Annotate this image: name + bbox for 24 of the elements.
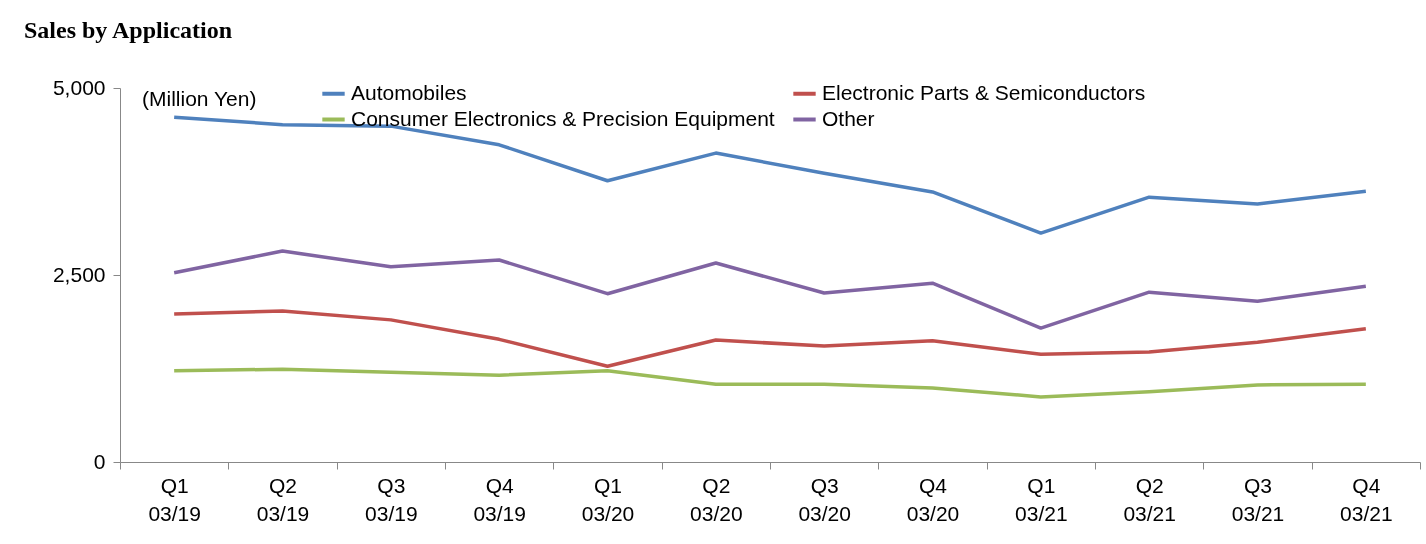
line-series bbox=[172, 367, 1368, 399]
legend-label: Electronic Parts & Semiconductors bbox=[822, 80, 1146, 104]
legend-label: Consumer Electronics & Precision Equipment bbox=[351, 106, 775, 130]
y-tick-label: 2,500 bbox=[52, 262, 106, 286]
legend-label: Automobiles bbox=[351, 80, 467, 104]
y-tick-label: 0 bbox=[93, 449, 106, 473]
x-tick-label: Q4 03/19 bbox=[473, 473, 526, 525]
x-tick-label: Q1 03/21 bbox=[1015, 473, 1068, 525]
line-series bbox=[172, 309, 1368, 369]
x-tick-label: Q2 03/21 bbox=[1123, 473, 1176, 525]
x-tick-label: Q2 03/20 bbox=[690, 473, 743, 525]
x-tick-label: Q4 03/20 bbox=[906, 473, 960, 525]
x-tick-label: Q4 03/21 bbox=[1340, 473, 1393, 525]
x-tick-label: Q2 03/19 bbox=[256, 473, 310, 525]
annotation: (Million Yen) bbox=[142, 87, 257, 110]
x-tick-label: Q3 03/21 bbox=[1231, 473, 1285, 525]
chart-title: Sales by Application bbox=[24, 17, 233, 43]
x-tick-label: Q3 03/19 bbox=[365, 473, 418, 525]
x-tick-label: Q1 03/20 bbox=[581, 473, 635, 525]
y-tick-label: 5,000 bbox=[52, 75, 106, 99]
x-tick-label: Q1 03/19 bbox=[148, 473, 201, 525]
legend-label: Other bbox=[822, 106, 875, 130]
line-series bbox=[172, 249, 1368, 330]
x-tick-label: Q3 03/20 bbox=[798, 473, 851, 525]
